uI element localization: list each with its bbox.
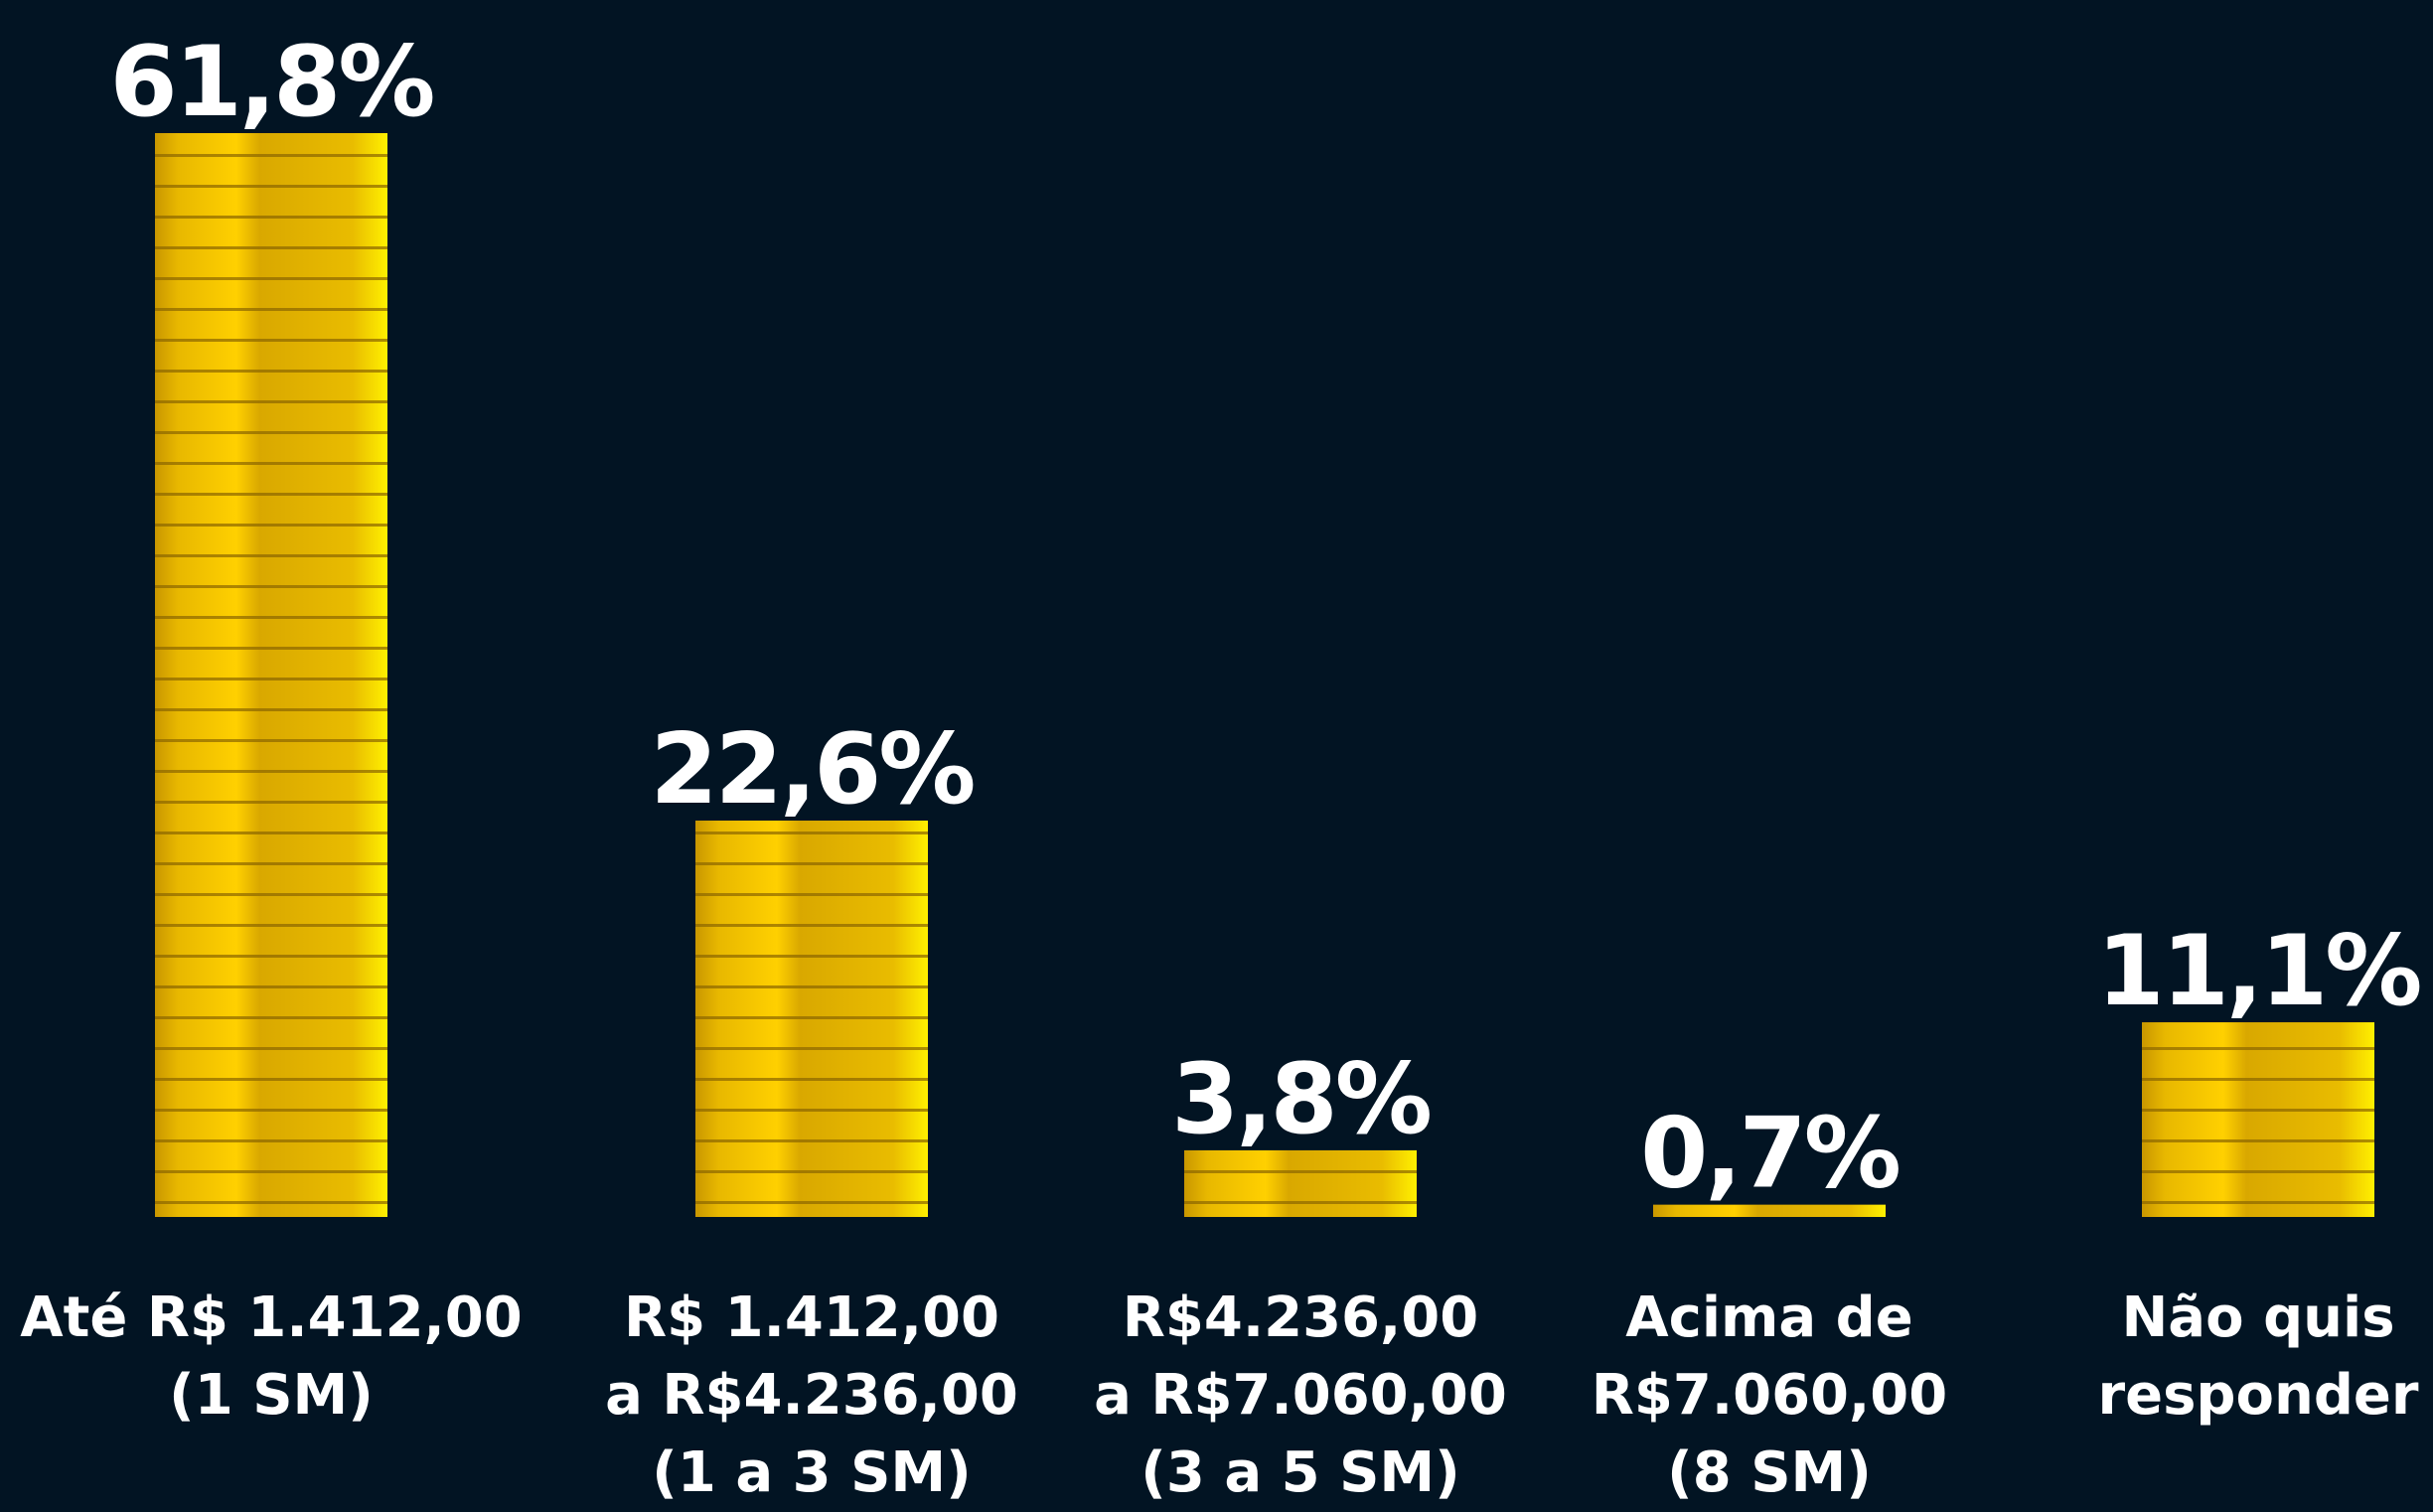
category-line: responder: [2097, 1363, 2418, 1428]
value-label: 22,6%: [651, 713, 975, 827]
category-line: (1 SM): [169, 1363, 374, 1428]
category-line: (8 SM): [1667, 1440, 1872, 1505]
coin-stack: [695, 821, 928, 1217]
coin-stack: [155, 133, 387, 1217]
category-line: Não quis: [2121, 1285, 2394, 1350]
category-line: (1 a 3 SM): [652, 1440, 971, 1505]
value-label: 11,1%: [2097, 915, 2421, 1028]
coin-stack: [1184, 1149, 1417, 1217]
category-line: Acima de: [1625, 1285, 1912, 1350]
value-label: 3,8%: [1171, 1043, 1431, 1156]
category-label: Acima de R$7.060,00 (8 SM): [1592, 1285, 1947, 1505]
coin-stack: [2142, 1022, 2374, 1217]
category-line: R$ 1.412,00: [624, 1285, 999, 1350]
coin-edges: [155, 133, 387, 1217]
value-label: 61,8%: [110, 26, 434, 139]
value-label: 0,7%: [1640, 1098, 1900, 1211]
category-label: Até R$ 1.412,00 (1 SM): [20, 1285, 523, 1428]
category-line: a R$7.060,00: [1094, 1363, 1507, 1428]
category-label: R$4.236,00 a R$7.060,00 (3 a 5 SM): [1094, 1285, 1507, 1505]
category-line: Até R$ 1.412,00: [20, 1285, 523, 1350]
category-line: R$7.060,00: [1592, 1363, 1947, 1428]
category-line: a R$4.236,00: [605, 1363, 1018, 1428]
coin-edges: [2142, 1022, 2374, 1217]
coin-edges: [1653, 1204, 1886, 1217]
category-line: R$4.236,00: [1123, 1285, 1478, 1350]
category-label: Não quis responder: [2097, 1285, 2418, 1428]
coin-edges: [1184, 1149, 1417, 1217]
category-label: R$ 1.412,00 a R$4.236,00 (1 a 3 SM): [605, 1285, 1018, 1505]
category-line: (3 a 5 SM): [1140, 1440, 1459, 1505]
coin-stack: [1653, 1204, 1886, 1217]
coin-edges: [695, 821, 928, 1217]
